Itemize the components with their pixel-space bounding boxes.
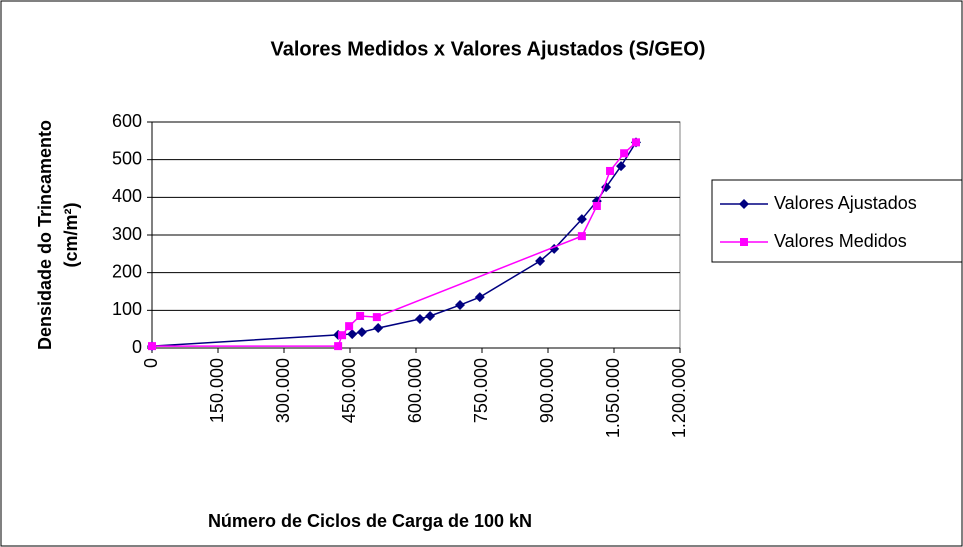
data-point bbox=[425, 310, 436, 321]
y-axis-label: (cm/m²) bbox=[61, 202, 81, 267]
data-point bbox=[356, 311, 365, 320]
y-tick-label: 0 bbox=[132, 337, 142, 357]
x-axis-label: Número de Ciclos de Carga de 100 kN bbox=[208, 511, 532, 531]
x-tick-label: 900.000 bbox=[537, 358, 557, 423]
data-point bbox=[373, 323, 384, 334]
data-point bbox=[592, 201, 601, 210]
x-tick-label: 1.050.000 bbox=[603, 358, 623, 438]
data-point bbox=[535, 255, 546, 266]
x-tick-label: 450.000 bbox=[339, 358, 359, 423]
data-point bbox=[148, 342, 156, 351]
x-tick-label: 0 bbox=[141, 358, 161, 368]
data-point bbox=[474, 292, 485, 303]
data-point bbox=[347, 329, 358, 340]
data-point bbox=[345, 322, 354, 331]
chart-title: Valores Medidos x Valores Ajustados (S/G… bbox=[271, 38, 706, 60]
data-point bbox=[356, 327, 367, 338]
data-point bbox=[606, 166, 615, 175]
data-point bbox=[620, 149, 629, 158]
data-point bbox=[455, 300, 465, 311]
y-tick-label: 300 bbox=[112, 224, 142, 244]
x-tick-label: 1.200.000 bbox=[669, 358, 689, 438]
x-tick-label: 750.000 bbox=[471, 358, 491, 423]
data-point bbox=[632, 138, 640, 147]
x-tick-label: 150.000 bbox=[207, 358, 227, 423]
data-point bbox=[334, 342, 343, 351]
y-tick-label: 100 bbox=[112, 299, 142, 319]
data-point bbox=[338, 331, 347, 340]
y-tick-label: 600 bbox=[112, 111, 142, 131]
data-point bbox=[577, 232, 586, 241]
y-tick-label: 500 bbox=[112, 148, 142, 168]
y-tick-label: 400 bbox=[112, 186, 142, 206]
data-point bbox=[576, 214, 587, 225]
x-tick-label: 600.000 bbox=[405, 358, 425, 423]
y-tick-label: 200 bbox=[112, 261, 142, 281]
legend-label: Valores Medidos bbox=[774, 231, 907, 251]
legend-box bbox=[711, 179, 963, 263]
data-point bbox=[616, 161, 627, 172]
legend-label: Valores Ajustados bbox=[774, 193, 917, 213]
legend-marker bbox=[739, 199, 749, 209]
data-point bbox=[372, 313, 381, 322]
y-axis-label: Densidade do Trincamento bbox=[35, 120, 55, 350]
data-point bbox=[414, 313, 425, 324]
x-tick-label: 300.000 bbox=[273, 358, 293, 423]
legend-marker bbox=[740, 238, 748, 246]
